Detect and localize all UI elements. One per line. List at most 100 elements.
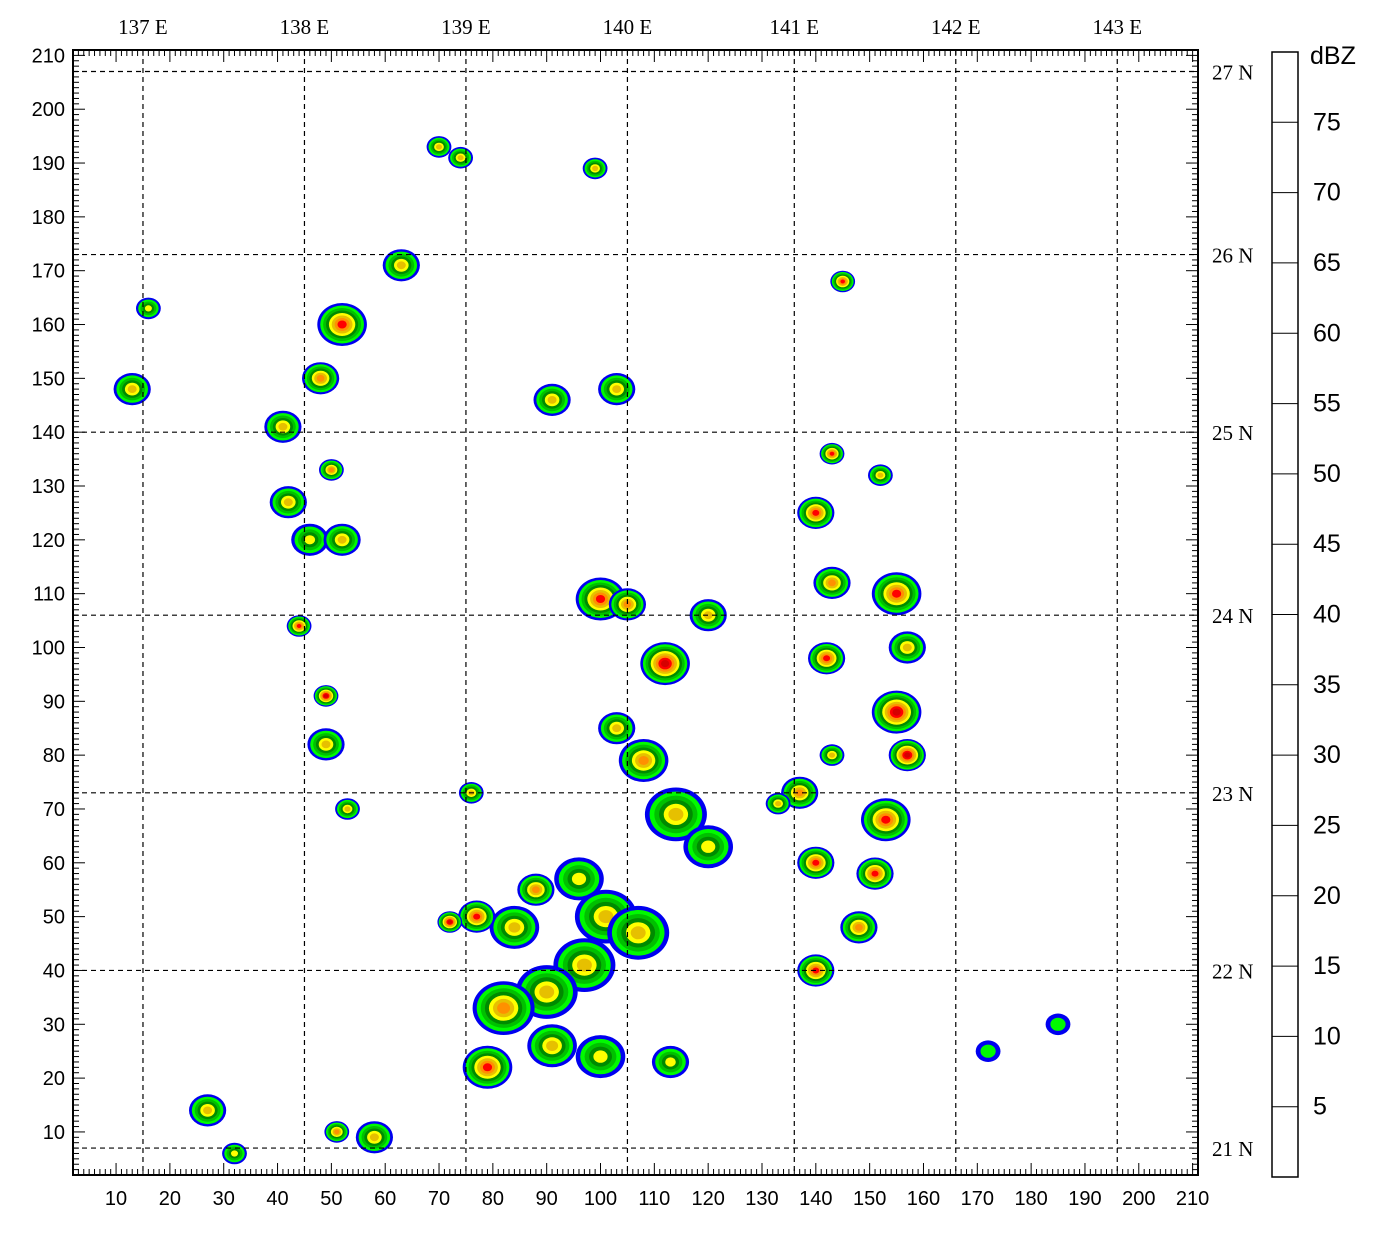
echo-contour	[775, 801, 782, 807]
echo-cell	[113, 373, 151, 406]
colorbar-tick-label: 60	[1313, 319, 1341, 347]
echo-contour	[547, 396, 557, 404]
colorbar-tick-label: 70	[1313, 179, 1341, 207]
colorbar-tick-label: 55	[1313, 390, 1341, 418]
echo-cell	[689, 599, 727, 632]
longitude-label: 141 E	[770, 15, 820, 39]
echo-cell	[1045, 1013, 1071, 1036]
echo-contour	[881, 815, 891, 824]
echo-contour	[840, 279, 845, 284]
echo-cell	[317, 303, 367, 346]
echo-cell	[313, 685, 339, 707]
colorbar-tick-label: 40	[1313, 601, 1341, 629]
y-tick-label: 140	[32, 422, 65, 444]
echo-contour	[337, 535, 347, 544]
echo-contour	[283, 498, 293, 507]
x-tick-label: 30	[213, 1188, 235, 1210]
colorbar-unit-label: dBZ	[1310, 42, 1356, 70]
echo-cell	[861, 798, 911, 842]
echo-cell	[324, 1121, 350, 1143]
longitude-label: 137 E	[118, 15, 168, 39]
echo-contour	[829, 752, 835, 758]
echo-cell	[527, 1024, 577, 1068]
echo-cell	[598, 712, 636, 745]
echo-cell	[319, 459, 344, 481]
echo-contour	[203, 1106, 213, 1115]
colorbar-tick-label: 20	[1313, 882, 1341, 910]
colorbar-tick-label: 50	[1313, 460, 1341, 488]
echo-contour	[595, 595, 606, 603]
echo-cell	[291, 523, 329, 556]
x-tick-label: 80	[482, 1188, 504, 1210]
echo-contour	[980, 1044, 996, 1058]
echo-contour	[396, 261, 406, 270]
echo-cell	[554, 857, 604, 901]
echo-contour	[447, 920, 452, 924]
latitude-label: 26 N	[1212, 244, 1253, 268]
echo-contour	[902, 643, 912, 652]
y-tick-label: 200	[32, 99, 65, 121]
x-tick-label: 50	[320, 1188, 342, 1210]
geo-labels: 137 E 138 E 139 E 140 E 141 E 142 E 143 E 21 N 2…	[118, 15, 1253, 1161]
echo-contour	[546, 1040, 559, 1052]
echo-cell	[575, 1035, 626, 1079]
echo-contour	[344, 806, 351, 812]
x-tick-label: 70	[428, 1188, 450, 1210]
echo-cell	[437, 911, 463, 933]
colorbar-tick-label: 5	[1313, 1093, 1327, 1121]
echo-cell	[426, 136, 452, 158]
echo-contour	[701, 840, 716, 853]
colorbar-tick-label: 25	[1313, 811, 1341, 839]
colorbar-tick-label: 15	[1313, 952, 1341, 980]
echo-contour	[592, 165, 599, 171]
y-tick-label: 170	[32, 261, 65, 283]
latitude-label: 25 N	[1212, 421, 1253, 445]
echo-contour	[576, 958, 592, 972]
y-tick-label: 130	[32, 476, 65, 498]
echo-cell	[472, 981, 535, 1035]
longitude-label: 142 E	[931, 15, 981, 39]
y-tick-label: 80	[43, 745, 65, 767]
echo-contour	[304, 535, 316, 545]
echo-contour	[473, 913, 481, 920]
echo-cell	[335, 798, 360, 820]
echo-contour	[497, 1002, 511, 1014]
x-tick-label: 180	[1014, 1188, 1047, 1210]
echo-cell	[840, 911, 878, 944]
echo-cell	[765, 792, 791, 815]
echo-cell	[618, 739, 669, 782]
echo-contour	[231, 1150, 238, 1157]
latitude-label: 27 N	[1212, 61, 1253, 85]
x-tick-label: 100	[584, 1188, 617, 1210]
echo-cell	[651, 1045, 690, 1079]
echo-cell	[189, 1094, 227, 1127]
echo-cell	[607, 905, 670, 960]
y-tick-label: 100	[32, 637, 65, 659]
colorbar-tick-label: 45	[1313, 530, 1341, 558]
longitude-label: 139 E	[441, 15, 491, 39]
echo-contour	[795, 789, 804, 797]
echo-cell	[582, 157, 608, 180]
y-tick-label: 150	[32, 368, 65, 390]
echo-cell	[517, 873, 555, 906]
x-tick-label: 20	[159, 1188, 181, 1210]
echo-cell	[819, 744, 845, 766]
echo-cell	[808, 642, 846, 675]
y-tick-label: 210	[32, 45, 65, 67]
echo-cell	[644, 787, 707, 842]
echo-cell	[640, 642, 690, 686]
echo-cell	[355, 1121, 393, 1154]
echo-cell	[888, 631, 926, 664]
echo-contour	[892, 589, 902, 598]
echo-cell	[462, 1045, 513, 1089]
echo-contour	[623, 601, 632, 608]
echo-cell	[448, 146, 473, 169]
echo-contour	[871, 870, 879, 877]
echo-contour	[1050, 1017, 1066, 1031]
longitude-label: 138 E	[280, 15, 330, 39]
echo-contour	[812, 859, 820, 866]
echo-contour	[829, 451, 835, 456]
echo-contour	[337, 320, 347, 329]
echo-contour	[904, 752, 911, 758]
echo-contour	[571, 872, 587, 886]
